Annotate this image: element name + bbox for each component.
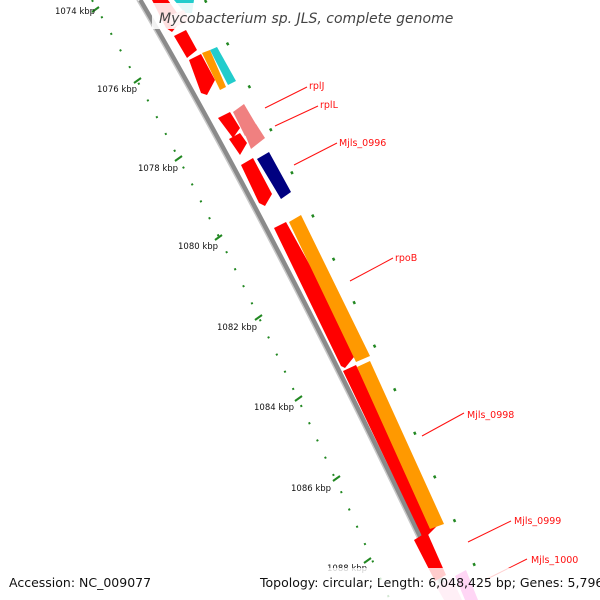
gene-arrow-cyan xyxy=(210,47,236,85)
leader-line xyxy=(274,105,319,127)
backbone-highlight xyxy=(136,0,448,600)
leader-line xyxy=(467,520,512,543)
genome-backbone xyxy=(137,0,453,600)
major-tick xyxy=(133,77,142,84)
gene-label-rplj: rplJ xyxy=(309,81,324,92)
gene-label-rpll: rplL xyxy=(320,100,339,111)
gene-arrow-red xyxy=(241,158,272,206)
major-tick xyxy=(294,395,303,402)
leader-line xyxy=(349,257,394,282)
major-tick xyxy=(332,475,341,482)
gene-label-mjls-1000: Mjls_1000 xyxy=(531,555,578,566)
major-tick xyxy=(214,234,223,241)
gene-arrow-red-long xyxy=(343,365,437,540)
footer-background xyxy=(0,568,600,600)
gene-arrow-red-long xyxy=(274,222,358,368)
major-tick xyxy=(254,314,263,321)
gene-arrow-red xyxy=(174,30,197,58)
gene-arrow-navy xyxy=(257,152,291,199)
gene-arrow-pink xyxy=(244,124,265,149)
gene-arrow-orange-long xyxy=(357,361,444,529)
genome-stats-text: Topology: circular; Length: 6,048,425 bp… xyxy=(259,575,600,590)
major-tick xyxy=(174,155,183,162)
gene-label-rpob: rpoB xyxy=(395,253,417,264)
tick-rail-inner xyxy=(91,0,391,600)
gene-arrow-red xyxy=(189,54,215,95)
tick-rail-outer xyxy=(203,0,492,600)
gene-label-mjls-0998: Mjls_0998 xyxy=(467,410,514,421)
tick-label-1086: 1086 kbp xyxy=(291,484,331,494)
accession-text: Accession: NC_009077 xyxy=(9,575,151,590)
tick-label-1076: 1076 kbp xyxy=(97,85,137,95)
tick-label-1082: 1082 kbp xyxy=(217,323,257,333)
major-tick xyxy=(363,557,372,564)
tick-label-1080: 1080 kbp xyxy=(178,242,218,252)
gene-arrow-orange xyxy=(202,50,226,90)
title-background xyxy=(152,3,450,29)
leader-line xyxy=(421,412,465,437)
tick-label-1084: 1084 kbp xyxy=(254,403,294,413)
gene-label-mjls-0999: Mjls_0999 xyxy=(514,516,561,527)
leader-line xyxy=(293,142,338,166)
map-title: Mycobacterium sp. JLS, complete genome xyxy=(159,11,453,27)
leader-line xyxy=(264,86,308,109)
tick-label-1078: 1078 kbp xyxy=(138,164,178,174)
tick-label-1074: 1074 kbp xyxy=(55,7,95,17)
gene-arrow-orange-long xyxy=(289,215,370,362)
gene-label-mjls-0996: Mjls_0996 xyxy=(339,138,386,149)
gene-arrow-red xyxy=(218,112,240,138)
gene-arrow-red xyxy=(229,133,247,155)
major-tick xyxy=(91,6,100,13)
